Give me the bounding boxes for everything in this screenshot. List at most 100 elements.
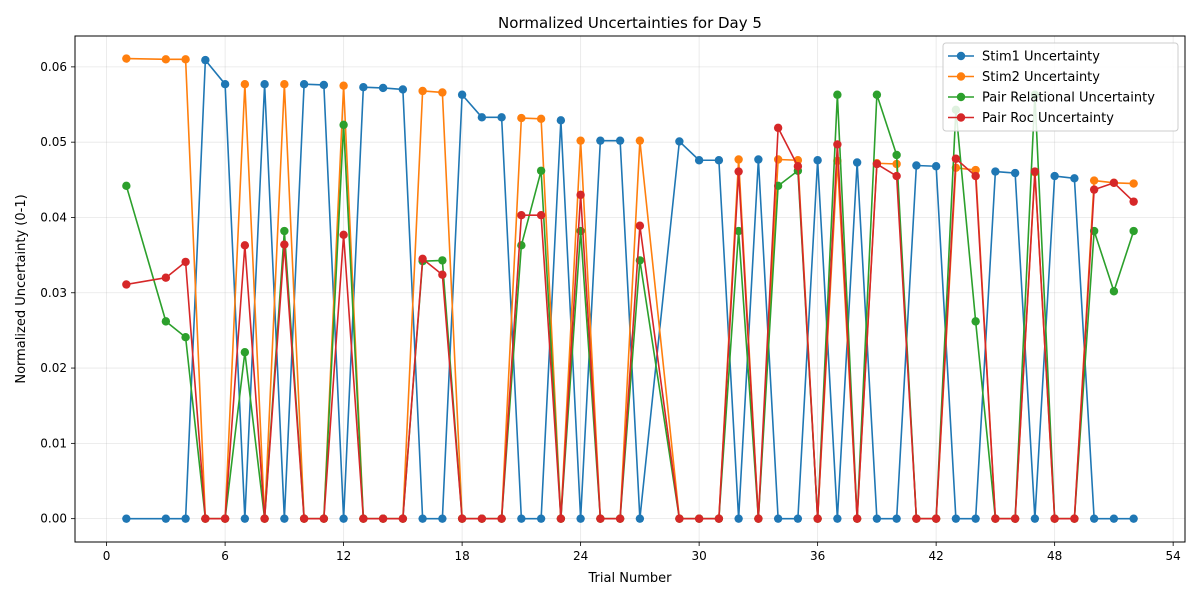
data-point (912, 161, 921, 170)
data-point (892, 171, 901, 181)
data-point (536, 114, 546, 124)
data-point (793, 162, 803, 171)
data-point (339, 230, 348, 239)
data-point (280, 240, 289, 249)
data-point (398, 85, 408, 94)
data-point (714, 156, 724, 165)
data-point (675, 137, 684, 146)
data-point (418, 254, 427, 264)
data-point (1010, 514, 1020, 523)
data-point (497, 113, 506, 122)
data-point (1050, 514, 1059, 523)
data-point (1070, 514, 1079, 523)
data-point (734, 155, 743, 164)
data-point (1129, 226, 1138, 236)
data-point (536, 166, 546, 175)
data-point (833, 90, 842, 99)
y-tick-label: 0.05 (40, 135, 67, 149)
data-point (1129, 179, 1138, 188)
data-point (517, 514, 526, 523)
data-point (1109, 514, 1119, 523)
data-point (773, 514, 783, 523)
data-point (991, 514, 1000, 523)
data-point (161, 514, 171, 523)
data-point (339, 120, 348, 130)
data-point (813, 156, 822, 165)
data-point (754, 514, 763, 523)
x-tick-label: 6 (221, 549, 229, 563)
data-point (122, 514, 131, 523)
x-tick-label: 42 (928, 549, 943, 563)
legend-entry: Stim2 Uncertainty (982, 70, 1100, 85)
data-point (1129, 514, 1138, 523)
data-point (892, 514, 901, 523)
data-point (734, 167, 743, 176)
data-point (260, 514, 269, 523)
plot-frame (74, 35, 1186, 543)
data-point (161, 55, 171, 64)
data-point (359, 83, 368, 92)
x-tick-label: 54 (1166, 549, 1181, 563)
data-point (319, 514, 329, 523)
data-point (833, 140, 842, 149)
data-point (892, 150, 901, 160)
data-point (734, 514, 743, 523)
data-point (1089, 514, 1099, 523)
x-tick-label: 18 (454, 549, 469, 563)
data-point (635, 514, 645, 523)
data-point (773, 155, 783, 164)
data-point (1030, 167, 1040, 176)
data-point (438, 256, 447, 265)
y-tick-label: 0.03 (40, 286, 67, 300)
data-point (378, 514, 388, 523)
data-point (122, 280, 131, 289)
data-point (734, 226, 743, 236)
data-point (536, 514, 546, 523)
data-point (220, 79, 230, 89)
data-point (1010, 168, 1020, 178)
x-tick-label: 12 (336, 549, 351, 563)
data-point (813, 514, 822, 523)
data-point (1109, 287, 1119, 296)
data-point (872, 159, 882, 169)
data-point (536, 211, 546, 220)
data-point (596, 136, 605, 145)
data-point (181, 514, 190, 523)
data-point (971, 171, 980, 181)
data-point (477, 113, 487, 122)
data-point (754, 155, 763, 164)
data-point (438, 514, 447, 523)
data-point (1050, 171, 1059, 181)
data-point (971, 317, 980, 326)
legend-marker (956, 51, 966, 61)
data-point (872, 514, 882, 523)
data-point (201, 514, 210, 523)
data-point (240, 79, 250, 89)
data-point (378, 83, 388, 93)
data-point (181, 332, 190, 342)
legend-marker (956, 92, 966, 102)
data-point (299, 79, 309, 89)
data-point (1109, 178, 1119, 188)
data-point (477, 514, 487, 523)
data-point (971, 514, 980, 523)
y-tick-label: 0.06 (40, 60, 67, 74)
y-tick-label: 0.02 (40, 361, 67, 375)
data-point (280, 79, 289, 89)
legend-marker (956, 113, 966, 122)
data-point (280, 514, 289, 523)
data-point (596, 514, 605, 523)
data-point (1089, 176, 1099, 185)
data-point (1129, 197, 1138, 206)
x-tick-label: 30 (691, 549, 706, 563)
data-point (675, 514, 684, 523)
data-point (852, 514, 862, 523)
data-point (951, 514, 961, 523)
x-tick-label: 24 (573, 549, 588, 563)
data-point (457, 90, 467, 99)
data-point (556, 116, 566, 125)
legend: Stim1 Uncertainty Stim2 Uncertainty Pair R… (942, 42, 1179, 132)
x-tick-label: 36 (810, 549, 825, 563)
data-point (220, 514, 230, 523)
